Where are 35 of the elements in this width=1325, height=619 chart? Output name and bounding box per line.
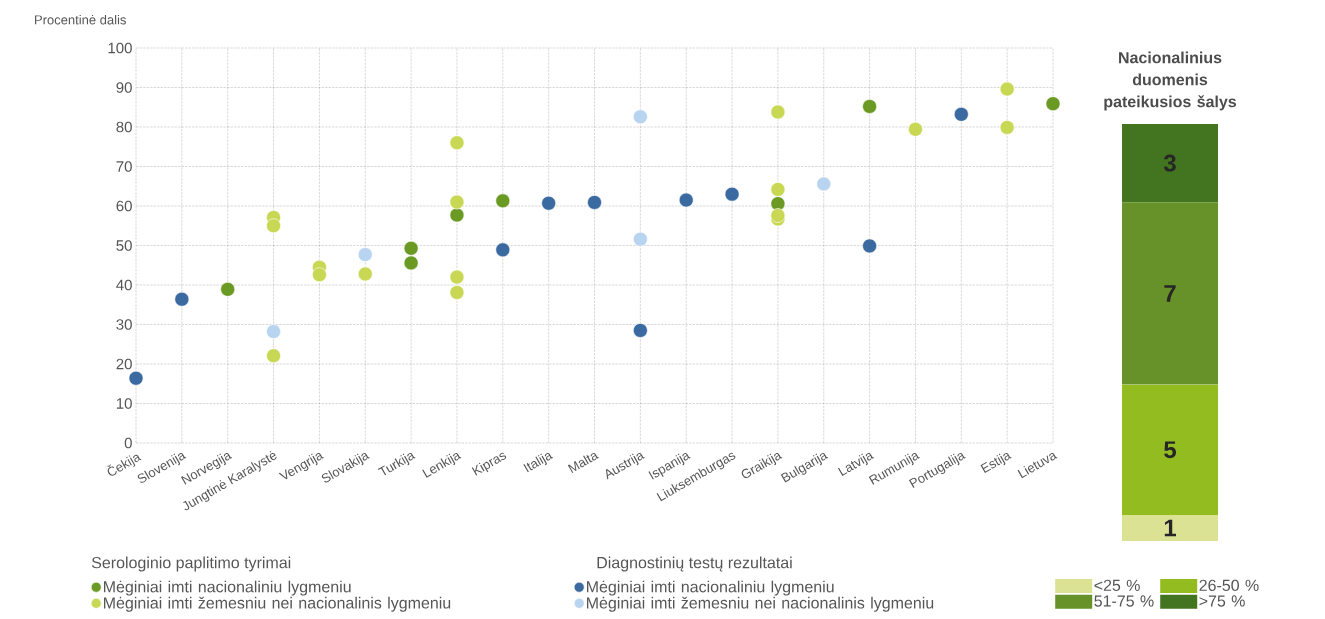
data-label: 1 bbox=[1164, 519, 1177, 537]
y-tick-label: 30 bbox=[116, 319, 132, 330]
y-tick-label: 0 bbox=[124, 437, 132, 449]
legend-label: Mėginiai imti žemesniu nei nacionalinis lygmeniu bbox=[104, 596, 451, 612]
chart-title: Nacionalinius duomenis pateikusios šalys bbox=[1104, 51, 1237, 111]
data-label: 7 bbox=[1164, 285, 1176, 302]
legend-label: Mėginiai imti žemesniu nei nacionalinis lygmeniu bbox=[587, 596, 934, 612]
x-tick-label: Italija bbox=[523, 452, 554, 473]
bar bbox=[1122, 202, 1219, 385]
legend-label: Mėginiai imti nacionaliniu lygmeniu bbox=[587, 580, 834, 596]
y-tick-label: 90 bbox=[116, 82, 132, 93]
y-tick-label: 40 bbox=[116, 279, 132, 291]
legend-label: 51-75 % bbox=[1094, 595, 1154, 607]
text: Diagnostinių testų rezultatai bbox=[597, 556, 792, 572]
x-tick-label: Malta bbox=[567, 452, 599, 474]
y-tick-label: 80 bbox=[116, 121, 132, 133]
y-tick-label: 100 bbox=[108, 42, 132, 54]
x-tick-label: Estija bbox=[980, 452, 1012, 474]
bar bbox=[1122, 514, 1219, 541]
data-label: 5 bbox=[1164, 441, 1177, 459]
x-tick-label: Turkija bbox=[377, 452, 416, 476]
y-tick-label: 60 bbox=[116, 200, 132, 212]
legend-label: 26-50 % bbox=[1199, 579, 1259, 592]
y-tick-label: 10 bbox=[116, 398, 132, 409]
y-tick-label: 50 bbox=[116, 240, 132, 251]
data-label: 3 bbox=[1163, 154, 1176, 172]
y-axis-title: Procentinė dalis bbox=[35, 14, 126, 25]
legend-label: >75 % bbox=[1199, 595, 1245, 607]
bar bbox=[1122, 384, 1219, 515]
bar bbox=[1122, 124, 1219, 203]
text: Serologinio paplitimo tyrimai bbox=[91, 556, 291, 572]
legend-label: <25 % bbox=[1094, 579, 1140, 592]
y-tick-label: 20 bbox=[116, 358, 132, 370]
y-tick-label: 70 bbox=[116, 161, 132, 172]
legend-label: Mėginiai imti nacionaliniu lygmeniu bbox=[104, 580, 351, 596]
